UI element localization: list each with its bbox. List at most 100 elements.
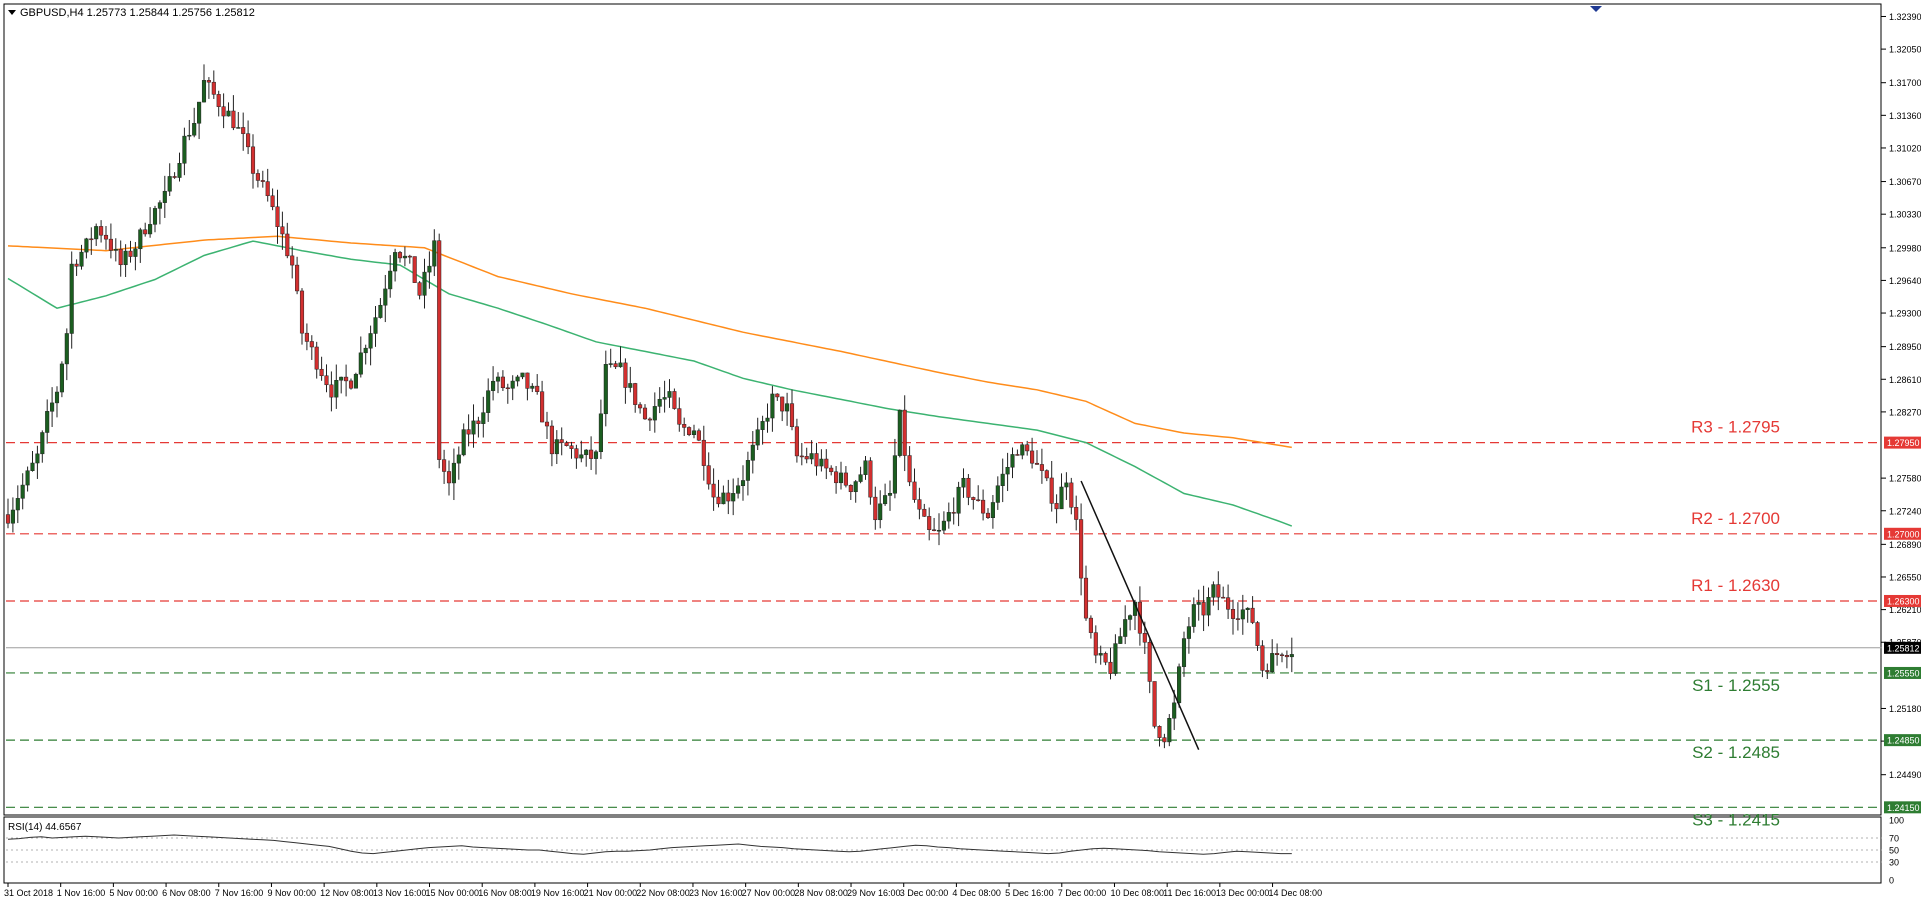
candle-body (941, 520, 946, 531)
candle-body (799, 455, 804, 458)
candle (471, 404, 476, 448)
candle-body (598, 413, 603, 452)
candle-body (192, 123, 197, 136)
candle-body (642, 407, 648, 420)
candle (373, 305, 378, 347)
candle (731, 478, 736, 516)
candle-body (785, 403, 790, 412)
candle (309, 335, 314, 360)
candle-body (314, 346, 319, 370)
candle (838, 461, 844, 490)
candle (280, 211, 285, 250)
candle (10, 497, 15, 533)
candle-body (564, 442, 569, 446)
candle-body (814, 453, 819, 467)
candle-body (201, 80, 207, 103)
current-price-tag (1884, 641, 1921, 654)
candle (299, 288, 305, 345)
candle (255, 169, 260, 188)
candle-body (309, 341, 314, 348)
level-price-tag-label: 1.27950 (1887, 438, 1920, 448)
candle-body (167, 176, 172, 192)
candle (883, 483, 888, 506)
candle-body (250, 146, 256, 174)
candle (1128, 614, 1133, 631)
candle (1108, 647, 1113, 680)
candle (721, 485, 726, 505)
candle (1044, 469, 1049, 482)
candle (94, 223, 99, 246)
candle-body (946, 512, 951, 522)
candle (1074, 495, 1079, 531)
candle (755, 417, 760, 451)
level-label: R1 - 1.2630 (1691, 576, 1780, 595)
level-price-tag-label: 1.27000 (1887, 529, 1920, 539)
candle (677, 397, 682, 432)
time-tick-label: 13 Nov 16:00 (373, 888, 427, 898)
candle-body (613, 363, 618, 368)
price-tick-label: 1.25180 (1889, 704, 1921, 714)
candle (603, 350, 608, 427)
candle (64, 328, 69, 381)
candle (1034, 450, 1040, 465)
candle-body (128, 250, 133, 257)
candle-body (1093, 632, 1098, 656)
candle-body (402, 255, 407, 259)
candle (1270, 639, 1275, 673)
candle (892, 438, 897, 499)
candle (941, 511, 946, 534)
candle-body (99, 226, 104, 236)
candle-body (1250, 607, 1255, 623)
candle-body (603, 364, 608, 415)
candle-body (69, 263, 74, 334)
candle (858, 466, 863, 484)
time-tick-label: 4 Dec 08:00 (952, 888, 1001, 898)
candle (696, 428, 701, 442)
chart-menu-triangle-icon[interactable] (8, 10, 16, 15)
price-tick-label: 1.28610 (1889, 375, 1921, 385)
candle-body (971, 497, 976, 501)
candle (1284, 650, 1289, 669)
candle-body (10, 509, 15, 524)
candle-body (495, 376, 501, 382)
candle (461, 423, 466, 457)
candle (427, 251, 432, 289)
candle-body (1162, 737, 1167, 743)
price-tick-label: 1.27240 (1889, 506, 1921, 516)
shift-marker-icon[interactable] (1590, 6, 1602, 12)
candle (197, 101, 202, 140)
candle (143, 222, 148, 237)
time-tick-label: 15 Nov 00:00 (426, 888, 480, 898)
price-tick-label: 1.31700 (1889, 78, 1921, 88)
candle-body (843, 472, 848, 486)
candle-body (5, 514, 11, 524)
time-tick-label: 28 Nov 08:00 (794, 888, 848, 898)
ma-fast-line (7, 240, 1293, 527)
level-price-tag-label: 1.24150 (1887, 803, 1920, 813)
candle (691, 424, 697, 439)
candle-body (706, 465, 711, 485)
candle-body (1113, 643, 1118, 674)
candle-body (873, 496, 878, 521)
candle (520, 372, 525, 380)
candle (579, 440, 584, 463)
candle-body (231, 110, 236, 129)
candle-body (1088, 617, 1093, 633)
candle-body (275, 206, 280, 227)
candle-body (1108, 661, 1113, 674)
candle-body (211, 81, 216, 95)
candle (1279, 652, 1285, 663)
candle-body (878, 503, 883, 521)
candle-body (584, 449, 589, 456)
candle (897, 409, 902, 458)
candle-body (35, 453, 40, 464)
candle-body (765, 417, 770, 422)
candle-body (892, 455, 897, 494)
candle-body (1235, 618, 1240, 620)
candle-body (50, 402, 55, 412)
time-tick-label: 16 Nov 08:00 (478, 888, 532, 898)
candle (138, 227, 143, 263)
candle (966, 474, 971, 506)
price-tick-label: 1.29300 (1889, 309, 1921, 319)
candle-body (236, 127, 241, 129)
